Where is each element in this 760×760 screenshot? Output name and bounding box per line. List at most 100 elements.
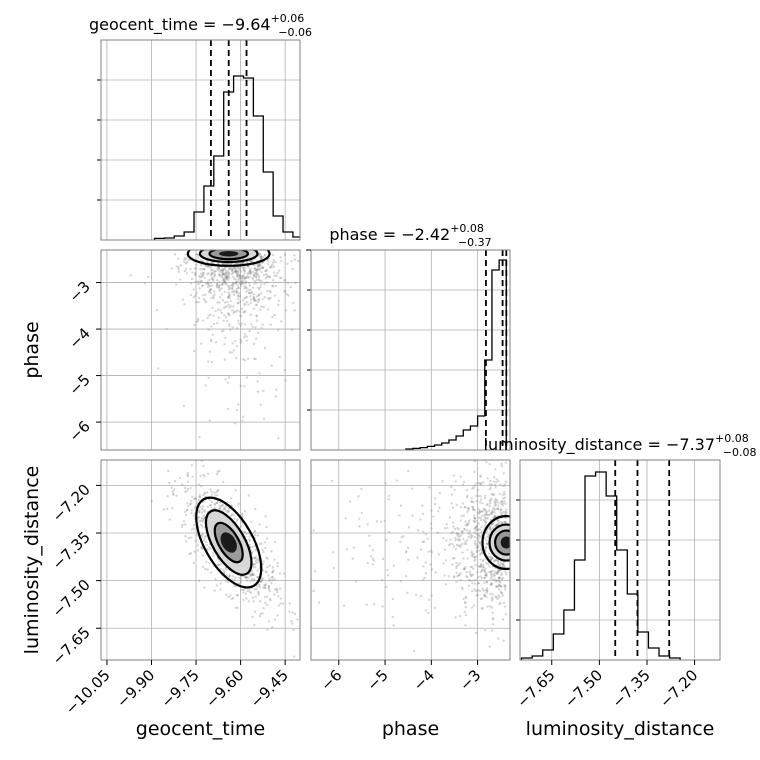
sample-point — [459, 475, 462, 478]
sample-point — [219, 562, 223, 566]
sample-point — [490, 511, 493, 515]
sample-point — [283, 279, 287, 282]
sample-point — [206, 360, 210, 363]
sample-point — [192, 514, 196, 517]
sample-point — [230, 287, 234, 291]
sample-point — [233, 269, 237, 273]
sample-point — [366, 561, 370, 565]
sample-point — [283, 253, 287, 256]
sample-point — [243, 297, 246, 300]
sample-point — [501, 562, 504, 566]
sample-point — [287, 294, 290, 297]
sample-point — [466, 494, 469, 497]
sample-point — [259, 255, 262, 259]
sample-point — [501, 502, 505, 505]
sample-point — [243, 510, 247, 513]
sample-point — [270, 266, 273, 269]
sample-point — [189, 293, 193, 297]
sample-point — [420, 439, 422, 441]
sample-point — [171, 443, 173, 445]
sample-point — [504, 512, 507, 516]
sample-point — [203, 267, 206, 271]
sample-point — [456, 574, 459, 578]
sample-point — [236, 302, 240, 305]
sample-point — [465, 529, 469, 532]
sample-point — [480, 549, 483, 552]
sample-point — [358, 517, 361, 520]
sample-point — [200, 279, 204, 283]
sample-point — [490, 599, 494, 602]
sample-point — [242, 598, 245, 602]
sample-point — [222, 319, 225, 322]
sample-point — [266, 308, 270, 311]
sample-point — [237, 286, 240, 290]
sample-point — [258, 615, 262, 618]
sample-point — [228, 267, 232, 270]
sample-point — [262, 389, 265, 393]
sample-point — [502, 565, 505, 569]
sample-point — [237, 276, 240, 279]
sample-point — [476, 593, 479, 597]
sample-point — [183, 258, 186, 262]
sample-point — [423, 576, 426, 579]
sample-point — [352, 546, 356, 549]
sample-point — [238, 276, 242, 279]
sample-point — [481, 502, 484, 505]
sample-point — [271, 253, 275, 257]
sample-point — [260, 326, 263, 330]
sample-point — [194, 294, 197, 297]
sample-point — [254, 507, 257, 511]
sample-point — [473, 559, 476, 562]
sample-point — [242, 266, 245, 269]
sample-point — [253, 263, 256, 267]
sample-point — [471, 508, 475, 511]
sample-point — [266, 289, 269, 293]
sample-point — [228, 287, 232, 290]
sample-point — [252, 295, 255, 299]
sample-point — [194, 539, 197, 543]
sample-point — [198, 495, 201, 499]
sample-point — [465, 522, 469, 526]
sample-point — [477, 522, 480, 525]
sample-point — [234, 270, 238, 273]
sample-point — [232, 349, 235, 352]
sample-point — [220, 330, 224, 333]
sample-point — [256, 380, 259, 383]
sample-point — [455, 503, 458, 507]
sample-point — [502, 484, 505, 488]
sample-point — [499, 577, 502, 580]
sample-point — [213, 589, 216, 592]
sample-point — [231, 281, 235, 285]
x-axis-label-phase: phase — [382, 718, 439, 740]
sample-point — [455, 532, 458, 535]
sample-point — [483, 629, 487, 632]
sample-point — [272, 271, 276, 274]
sample-point — [257, 593, 260, 596]
sample-point — [267, 586, 271, 589]
sample-point — [500, 464, 504, 468]
sample-point — [256, 265, 260, 269]
sample-point — [493, 476, 496, 479]
sample-point — [271, 571, 274, 574]
sample-point — [500, 521, 503, 524]
sample-point — [250, 323, 253, 326]
sample-point — [265, 556, 268, 559]
sample-point — [197, 516, 201, 519]
sample-point — [455, 561, 458, 565]
sample-point — [209, 338, 213, 342]
sample-point — [259, 257, 263, 260]
sample-point — [226, 510, 229, 514]
sample-point — [196, 256, 200, 259]
sample-point — [472, 501, 475, 504]
sample-point — [479, 482, 482, 485]
sample-point — [183, 510, 187, 514]
sample-point — [500, 521, 504, 525]
sample-point — [255, 319, 259, 322]
sample-point — [258, 279, 261, 282]
sample-point — [245, 339, 249, 342]
sample-point — [253, 529, 257, 533]
sample-point — [238, 274, 241, 277]
sample-point — [503, 585, 506, 589]
sample-point — [259, 580, 262, 583]
sample-point — [227, 273, 230, 277]
